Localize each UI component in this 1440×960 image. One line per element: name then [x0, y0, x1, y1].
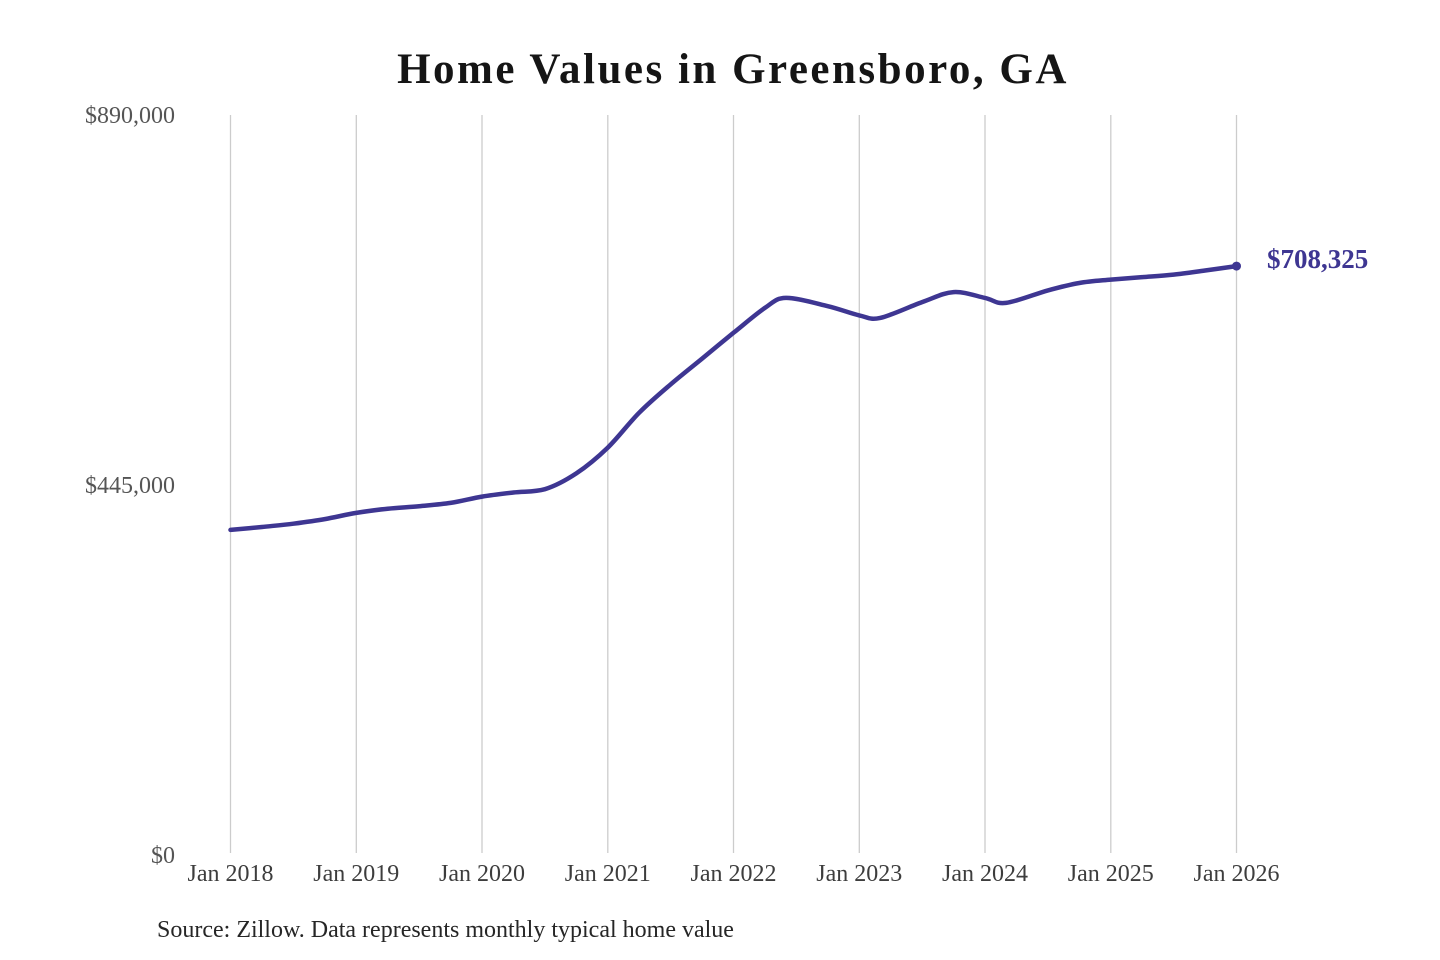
x-tick-label: Jan 2023: [816, 861, 902, 887]
y-tick-label: $890,000: [85, 103, 175, 129]
x-tick-label: Jan 2019: [313, 861, 399, 887]
x-tick-label: Jan 2021: [565, 861, 651, 887]
value-line: [228, 263, 1239, 533]
x-tick-label: Jan 2018: [188, 861, 274, 887]
x-tick-label: Jan 2025: [1068, 861, 1154, 887]
source-note: Source: Zillow. Data represents monthly …: [157, 917, 734, 943]
x-tick-label: Jan 2020: [439, 861, 525, 887]
chart-title: Home Values in Greensboro, GA: [397, 46, 1069, 93]
x-tick-label: Jan 2026: [1194, 861, 1280, 887]
x-tick-label: Jan 2022: [691, 861, 777, 887]
end-value-label: $708,325: [1267, 244, 1368, 274]
line-end-dot: [1232, 261, 1241, 271]
y-tick-label: $445,000: [85, 473, 175, 499]
y-tick-label: $0: [151, 843, 175, 869]
x-tick-label: Jan 2024: [942, 861, 1028, 887]
